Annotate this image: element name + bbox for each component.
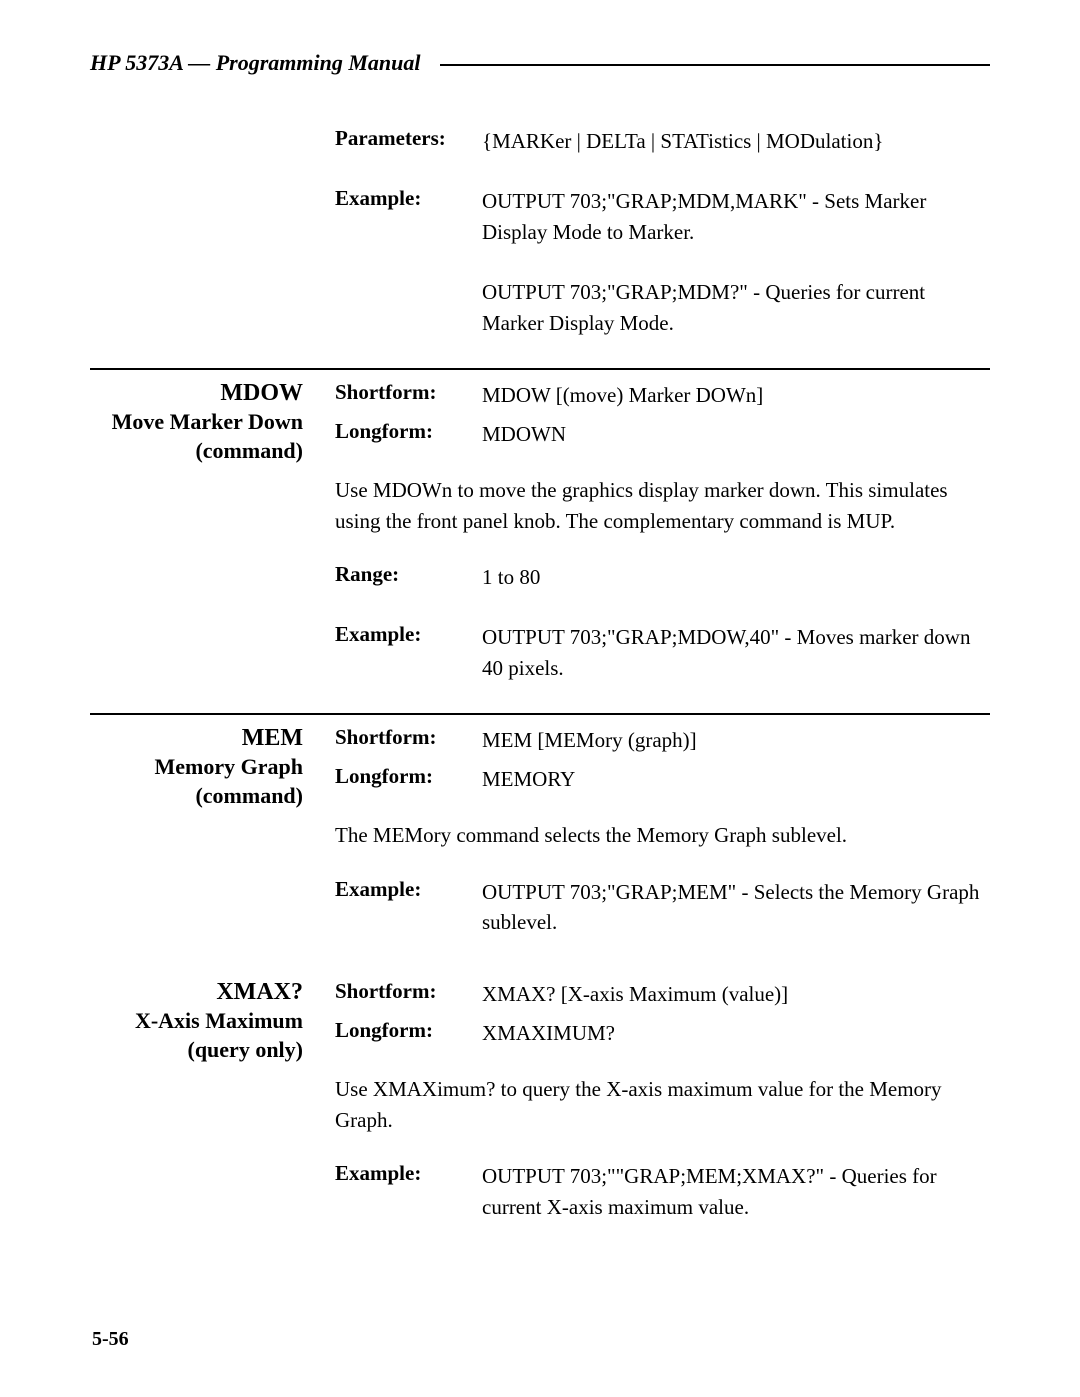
left-column: MDOW Move Marker Down (command): [90, 380, 335, 683]
range-value: 1 to 80: [482, 562, 990, 592]
longform-label: Longform:: [335, 419, 470, 449]
command-name: MDOW: [90, 380, 303, 407]
shortform-label: Shortform:: [335, 979, 470, 1009]
right-column: Shortform: MEM [MEMory (graph)] Longform…: [335, 725, 990, 937]
longform-value: MDOWN: [482, 419, 990, 449]
command-type: (command): [90, 438, 303, 464]
shortform-label: Shortform:: [335, 725, 470, 755]
right-column: Parameters: {MARKer | DELTa | STATistics…: [335, 126, 990, 338]
section-xmax: XMAX? X-Axis Maximum (query only) Shortf…: [90, 961, 990, 1246]
left-column-empty: [90, 126, 335, 338]
description: The MEMory command selects the Memory Gr…: [335, 820, 990, 850]
page-number: 5-56: [92, 1328, 129, 1351]
command-subtitle: X-Axis Maximum: [90, 1006, 303, 1037]
parameters-value: {MARKer | DELTa | STATistics | MODulatio…: [482, 126, 990, 156]
description: Use XMAXimum? to query the X-axis maximu…: [335, 1074, 990, 1135]
manual-title: HP 5373A — Programming Manual: [90, 50, 440, 76]
example-label: Example:: [335, 186, 470, 247]
section-continuation: Parameters: {MARKer | DELTa | STATistics…: [90, 116, 990, 362]
longform-label: Longform:: [335, 1018, 470, 1048]
longform-value: MEMORY: [482, 764, 990, 794]
example-value: OUTPUT 703;"GRAP;MDOW,40" - Moves marker…: [482, 622, 990, 683]
description: Use MDOWn to move the graphics display m…: [335, 475, 990, 536]
parameters-label: Parameters:: [335, 126, 470, 156]
shortform-label: Shortform:: [335, 380, 470, 410]
example-value-1: OUTPUT 703;"GRAP;MDM,MARK" - Sets Marker…: [482, 186, 990, 247]
example-value: OUTPUT 703;""GRAP;MEM;XMAX?" - Queries f…: [482, 1161, 990, 1222]
example-label: Example:: [335, 1161, 470, 1222]
right-column: Shortform: MDOW [(move) Marker DOWn] Lon…: [335, 380, 990, 683]
example-label: Example:: [335, 877, 470, 938]
header-rule: [440, 64, 990, 66]
left-column: MEM Memory Graph (command): [90, 725, 335, 937]
example-label: Example:: [335, 622, 470, 683]
right-column: Shortform: XMAX? [X-axis Maximum (value)…: [335, 979, 990, 1222]
command-name: MEM: [90, 725, 303, 752]
range-label: Range:: [335, 562, 470, 592]
longform-value: XMAXIMUM?: [482, 1018, 990, 1048]
command-subtitle: Move Marker Down: [90, 407, 303, 438]
command-name: XMAX?: [90, 979, 303, 1006]
section-mdow: MDOW Move Marker Down (command) Shortfor…: [90, 370, 990, 707]
left-column: XMAX? X-Axis Maximum (query only): [90, 979, 335, 1222]
example-value-2: OUTPUT 703;"GRAP;MDM?" - Queries for cur…: [482, 277, 990, 338]
command-subtitle: Memory Graph: [90, 752, 303, 783]
command-type: (command): [90, 783, 303, 809]
section-mem: MEM Memory Graph (command) Shortform: ME…: [90, 715, 990, 961]
shortform-value: MEM [MEMory (graph)]: [482, 725, 990, 755]
command-type: (query only): [90, 1037, 303, 1063]
example-value: OUTPUT 703;"GRAP;MEM" - Selects the Memo…: [482, 877, 990, 938]
shortform-value: MDOW [(move) Marker DOWn]: [482, 380, 990, 410]
longform-label: Longform:: [335, 764, 470, 794]
shortform-value: XMAX? [X-axis Maximum (value)]: [482, 979, 990, 1009]
page-header: HP 5373A — Programming Manual: [90, 50, 990, 76]
